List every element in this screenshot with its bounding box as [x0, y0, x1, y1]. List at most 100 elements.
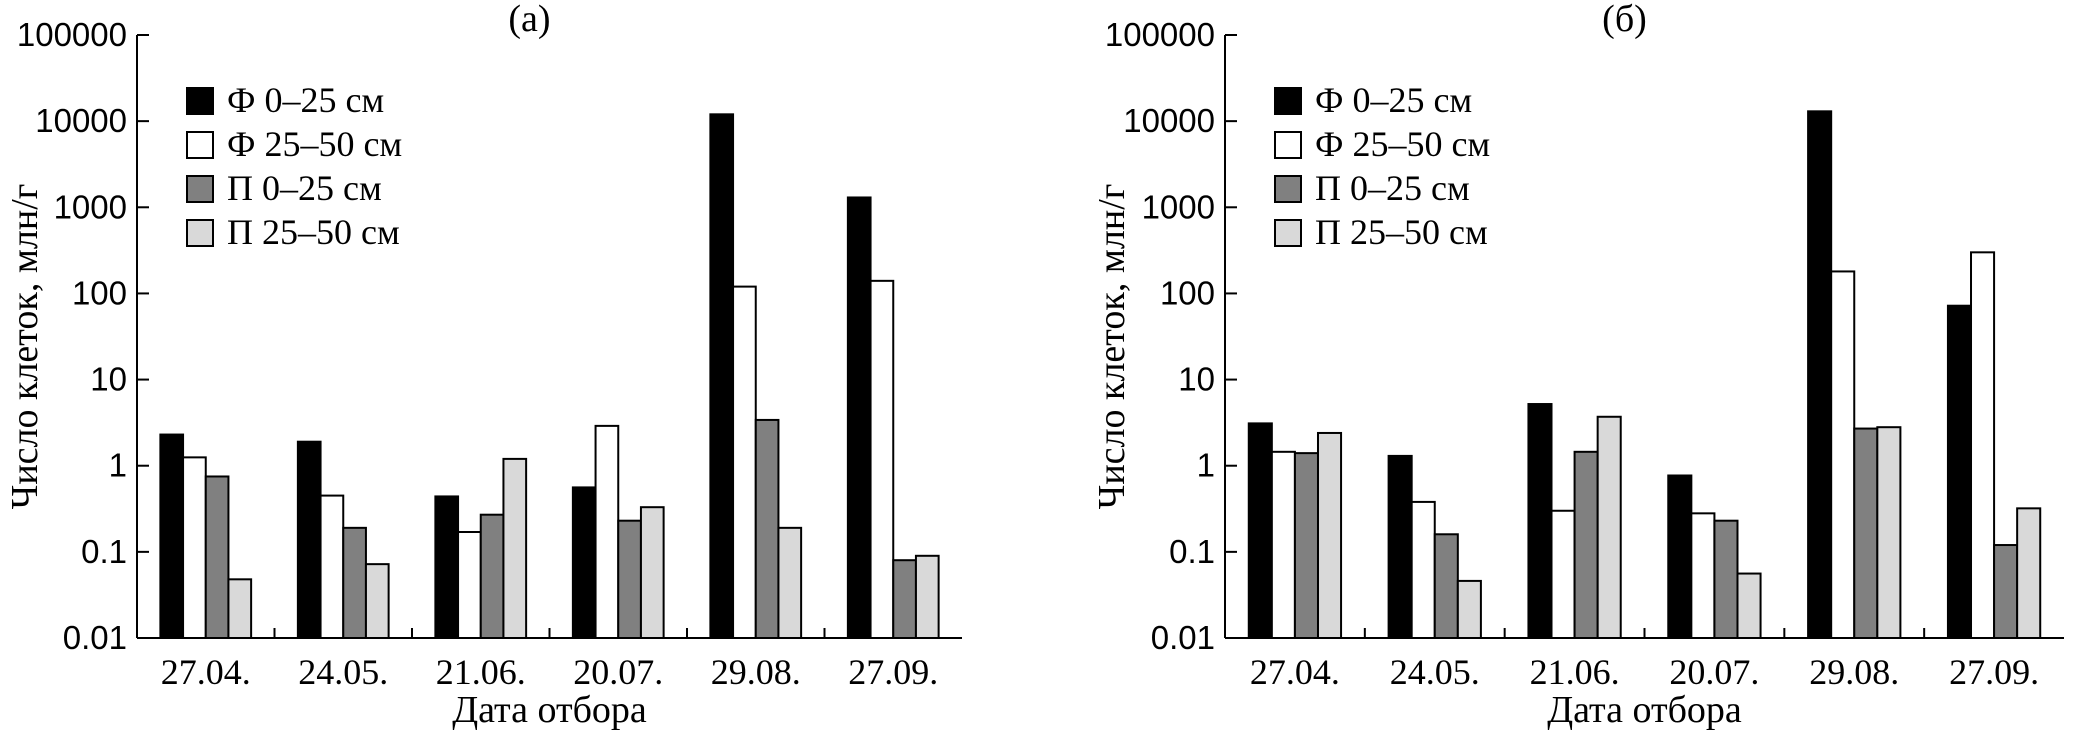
- bar: [732, 285, 757, 639]
- y-tick-label: 0.01: [1151, 619, 1215, 656]
- bar: [892, 559, 917, 640]
- bar: [1387, 454, 1413, 639]
- y-tick-label: 0.01: [63, 619, 127, 656]
- legend-swatch: [186, 219, 214, 247]
- legend-label: П 0–25 см: [1315, 168, 1470, 208]
- bar: [457, 531, 482, 639]
- y-tick-label: 100000: [17, 16, 127, 53]
- bar: [754, 418, 780, 640]
- y-axis-title: Число клеток, млн/г: [4, 184, 46, 510]
- y-tick-label: 10: [1178, 361, 1215, 398]
- bar: [617, 519, 642, 640]
- chart-panel-1: 0.01 0.1 1 10 100 1000 10000 100000 27.04. 24.05.…: [4, 0, 962, 731]
- legend-label: П 25–50 см: [1315, 212, 1488, 252]
- x-tick-label: 27.04.: [161, 652, 251, 692]
- bar: [502, 457, 528, 640]
- bar: [1853, 427, 1879, 640]
- bar: [869, 279, 895, 639]
- bar: [777, 526, 803, 639]
- y-tick-label: 1000: [1142, 188, 1215, 225]
- x-tick-label: 24.05.: [1390, 652, 1480, 692]
- bar: [1270, 450, 1296, 640]
- legend-swatch: [1274, 219, 1302, 247]
- panel-title: (а): [508, 0, 550, 40]
- bar: [709, 113, 735, 639]
- x-axis-title: Дата отбора: [452, 689, 647, 731]
- y-tick-label: 100: [1160, 274, 1215, 311]
- x-tick-label: 29.08.: [1809, 652, 1899, 692]
- legend-swatch: [186, 175, 214, 203]
- legend-swatch: [1274, 175, 1302, 203]
- bar: [1946, 304, 1973, 639]
- bar: [914, 554, 940, 640]
- legend-label: П 25–50 см: [227, 212, 400, 252]
- legend-swatch: [186, 131, 214, 159]
- legend-swatch: [1274, 131, 1302, 159]
- bar: [594, 424, 620, 639]
- y-tick-label: 0.1: [1169, 533, 1215, 570]
- x-tick-label: 24.05.: [298, 652, 388, 692]
- y-tick-label: 100000: [1105, 16, 1215, 53]
- y-tick-label: 0.1: [81, 533, 127, 570]
- legend: Ф 0–25 смФ 25–50 смП 0–25 смП 25–50 см: [186, 80, 402, 252]
- bar: [342, 526, 367, 639]
- bar: [846, 196, 872, 639]
- bar: [1807, 110, 1833, 639]
- y-tick-label: 1: [109, 447, 127, 484]
- bar: [571, 486, 597, 640]
- bar: [1713, 519, 1739, 640]
- bar: [1993, 544, 2019, 640]
- bar: [159, 433, 185, 639]
- bar: [1410, 500, 1436, 639]
- x-tick-label: 29.08.: [711, 652, 801, 692]
- legend-label: Ф 25–50 см: [227, 124, 402, 164]
- bar: [296, 440, 322, 639]
- legend-label: Ф 0–25 см: [1315, 80, 1472, 120]
- bar: [1550, 509, 1576, 640]
- bar: [204, 475, 230, 639]
- x-tick-label: 27.09.: [848, 652, 938, 692]
- x-tick-label: 27.09.: [1949, 652, 2039, 692]
- y-tick-label: 10000: [35, 102, 127, 139]
- x-tick-label: 20.07.: [573, 652, 663, 692]
- bar: [639, 506, 665, 639]
- bar: [1830, 270, 1856, 639]
- y-tick-label: 1000: [54, 188, 127, 225]
- bar: [1247, 422, 1273, 640]
- bar: [1527, 403, 1553, 639]
- x-tick-label: 21.06.: [1530, 652, 1620, 692]
- y-tick-label: 10: [90, 361, 127, 398]
- legend-swatch: [186, 87, 214, 115]
- bar: [1667, 474, 1693, 640]
- panel-title: (б): [1602, 0, 1647, 40]
- legend: Ф 0–25 смФ 25–50 смП 0–25 смП 25–50 см: [1274, 80, 1490, 252]
- bar: [319, 494, 345, 639]
- bar: [1433, 533, 1459, 640]
- legend-label: Ф 25–50 см: [1315, 124, 1490, 164]
- legend-swatch: [1274, 87, 1302, 115]
- bar: [434, 495, 460, 639]
- bar: [1736, 572, 1762, 640]
- bar: [2016, 507, 2042, 639]
- y-tick-label: 100: [72, 274, 127, 311]
- bar: [1293, 452, 1319, 639]
- x-tick-label: 27.04.: [1250, 652, 1340, 692]
- legend-label: Ф 0–25 см: [227, 80, 384, 120]
- bar: [1690, 512, 1716, 639]
- x-tick-label: 21.06.: [436, 652, 526, 692]
- x-axis-title: Дата отбора: [1547, 689, 1742, 731]
- bar: [364, 563, 390, 639]
- bar: [227, 578, 253, 639]
- bar: [479, 513, 505, 640]
- chart-panel-2: 0.01 0.1 1 10 100 1000 10000 100000 27.04. 24.05.…: [1091, 0, 2064, 731]
- y-tick-label: 10000: [1123, 102, 1215, 139]
- bar: [1316, 431, 1343, 639]
- bar: [1456, 579, 1482, 639]
- y-tick-label: 1: [1197, 447, 1215, 484]
- bar: [1970, 251, 1996, 640]
- legend-label: П 0–25 см: [227, 168, 382, 208]
- bar: [1596, 415, 1622, 639]
- y-axis-title: Число клеток, млн/г: [1091, 184, 1133, 510]
- bar: [182, 456, 207, 639]
